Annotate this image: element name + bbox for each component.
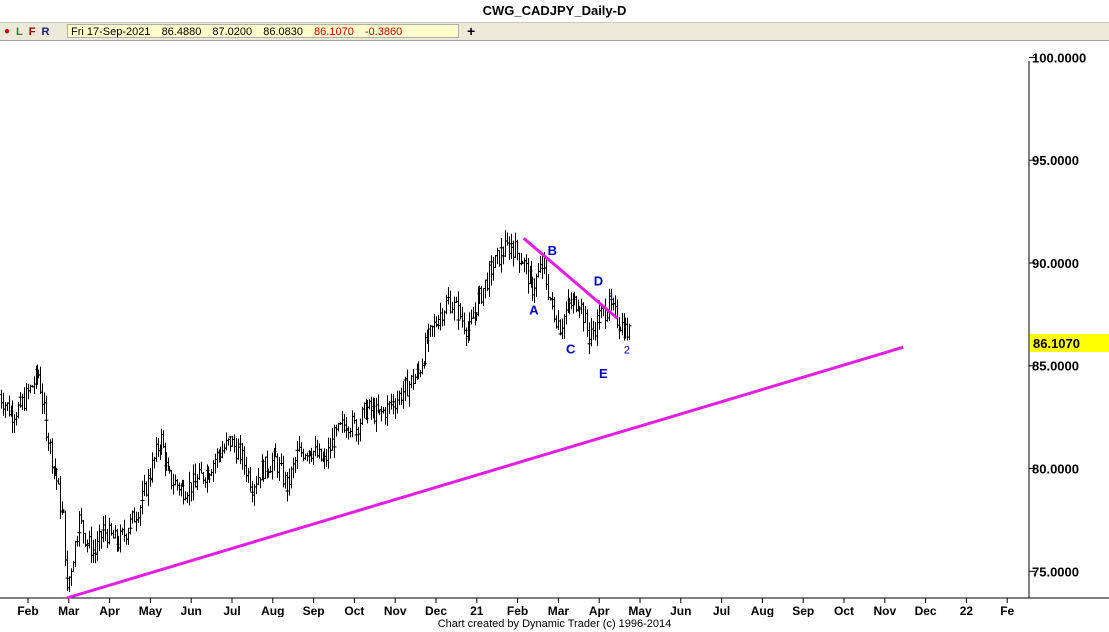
x-tick-label: Oct xyxy=(834,604,854,617)
trendline[interactable] xyxy=(522,237,619,320)
quote-change: -0.3860 xyxy=(364,26,403,38)
last-price-marker xyxy=(1030,333,1109,352)
x-tick-label: Mar xyxy=(58,604,80,617)
credit-footer: Chart created by Dynamic Trader (c) 1996… xyxy=(437,618,672,630)
wave-label: 2 xyxy=(624,344,630,356)
quote-low: 86.0830 xyxy=(263,26,303,38)
x-tick-label: Jul xyxy=(713,604,730,617)
y-tick-label: 75.0000 xyxy=(1032,564,1079,579)
x-tick-label: Dec xyxy=(425,604,447,617)
x-tick-label: Apr xyxy=(99,604,120,617)
toolbar: ● L F R Fri 17-Sep-2021 86.4880 87.0200 … xyxy=(0,23,1109,41)
l-button[interactable]: L xyxy=(16,25,23,38)
x-tick-label: 22 xyxy=(960,604,974,617)
y-tick-label: 80.0000 xyxy=(1032,462,1079,477)
quote-open: 86.4880 xyxy=(161,26,202,38)
x-tick-label: Fe xyxy=(1000,604,1014,617)
x-tick-label: Nov xyxy=(873,604,896,617)
x-tick-label: Feb xyxy=(17,604,38,617)
x-tick-label: Sep xyxy=(303,604,325,617)
record-dot-icon[interactable]: ● xyxy=(4,26,11,37)
wave-label: A xyxy=(529,302,539,317)
toolbar-buttons: ● L F R xyxy=(4,24,49,39)
trendline[interactable] xyxy=(66,345,904,600)
x-tick-label: Oct xyxy=(344,604,364,617)
wave-label: C xyxy=(566,341,576,356)
x-tick-label: May xyxy=(628,604,652,617)
quote-high: 87.0200 xyxy=(212,26,253,38)
f-button[interactable]: F xyxy=(28,25,36,38)
wave-label: E xyxy=(599,366,608,381)
wave-label: 1 xyxy=(608,291,614,303)
x-tick-label: May xyxy=(139,604,163,617)
x-tick-label: Sep xyxy=(792,604,814,617)
x-tick-label: Jul xyxy=(223,604,240,617)
wave-label: B xyxy=(548,243,557,258)
quote-box: Fri 17-Sep-2021 86.4880 87.0200 86.0830 … xyxy=(67,24,459,38)
x-tick-label: Feb xyxy=(507,604,528,617)
x-tick-label: Nov xyxy=(384,604,407,617)
y-tick-label: 85.0000 xyxy=(1032,359,1079,374)
y-tick-label: 90.0000 xyxy=(1032,256,1079,271)
x-tick-label: 21 xyxy=(470,604,484,617)
price-chart[interactable]: 100.0000 95.0000 90.0000 85.0000 80.0000… xyxy=(0,41,1109,617)
x-tick-label: Dec xyxy=(915,604,937,617)
quote-close: 86.1070 xyxy=(314,26,354,38)
r-button[interactable]: R xyxy=(41,25,50,38)
y-tick-label: 95.0000 xyxy=(1032,153,1079,168)
x-tick-label: Jun xyxy=(181,604,202,617)
quote-date: Fri 17-Sep-2021 xyxy=(71,26,151,38)
add-plus-icon[interactable]: + xyxy=(467,23,476,39)
y-tick-label: 100.0000 xyxy=(1032,50,1086,65)
last-price-label: 86.1070 xyxy=(1033,336,1080,351)
wave-label: D xyxy=(594,274,603,289)
chart-title: CWG_CADJPY_Daily-D xyxy=(0,0,1109,23)
x-tick-label: Aug xyxy=(751,604,774,617)
x-tick-label: Apr xyxy=(589,604,610,617)
x-tick-label: Aug xyxy=(261,604,284,617)
x-tick-label: Mar xyxy=(548,604,570,617)
x-tick-label: Jun xyxy=(670,604,691,617)
